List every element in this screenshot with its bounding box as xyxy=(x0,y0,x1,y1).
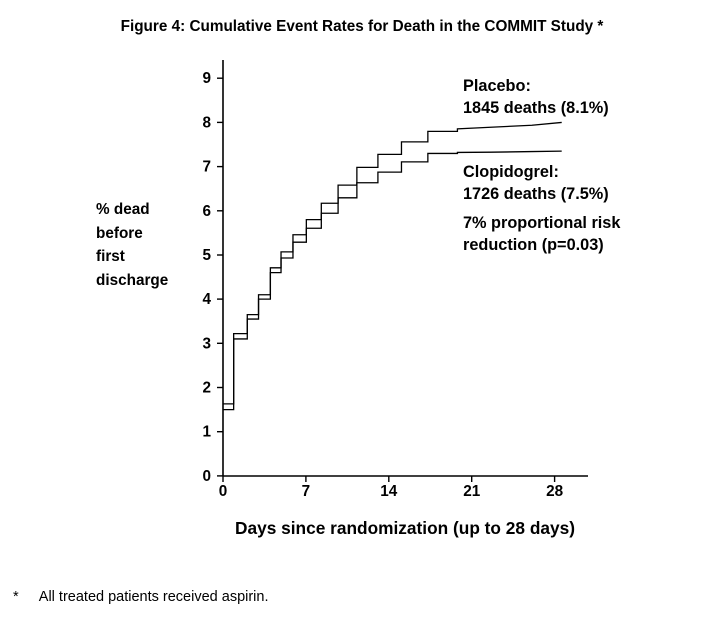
svg-text:6: 6 xyxy=(202,203,211,220)
svg-text:8: 8 xyxy=(202,114,211,131)
svg-text:4: 4 xyxy=(202,291,211,308)
svg-text:14: 14 xyxy=(380,483,398,500)
svg-text:21: 21 xyxy=(463,483,481,500)
svg-text:5: 5 xyxy=(202,247,211,264)
svg-text:28: 28 xyxy=(546,483,564,500)
svg-text:1: 1 xyxy=(202,424,211,441)
svg-text:2: 2 xyxy=(202,380,211,397)
svg-text:3: 3 xyxy=(202,335,211,352)
svg-text:0: 0 xyxy=(219,483,228,500)
svg-text:7: 7 xyxy=(202,159,211,176)
svg-text:7: 7 xyxy=(302,483,311,500)
svg-text:0: 0 xyxy=(202,468,211,485)
svg-text:9: 9 xyxy=(202,70,211,87)
